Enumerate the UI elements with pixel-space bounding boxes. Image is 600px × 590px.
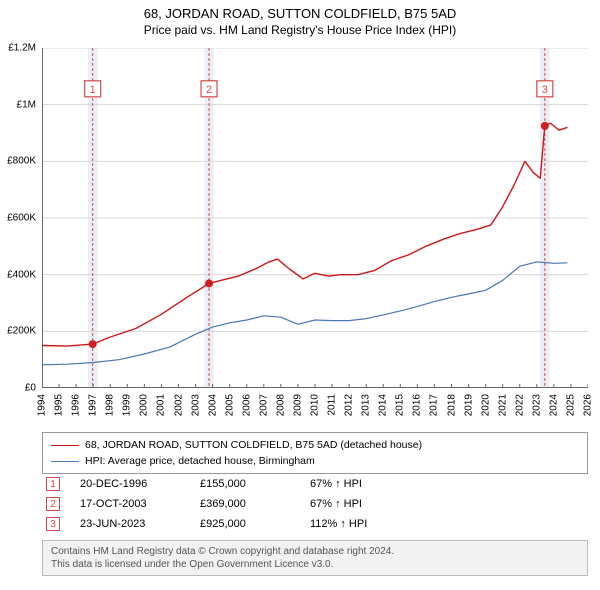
y-tick-label: £400K xyxy=(7,269,36,280)
y-tick-label: £200K xyxy=(7,326,36,337)
x-tick-label: 2001 xyxy=(156,394,167,416)
x-tick-label: 1997 xyxy=(88,394,99,416)
marker-date: 20-DEC-1996 xyxy=(60,478,200,490)
legend-swatch-hpi xyxy=(51,461,79,462)
legend: 68, JORDAN ROAD, SUTTON COLDFIELD, B75 5… xyxy=(42,432,588,474)
marker-price: £925,000 xyxy=(200,518,310,530)
chart-svg: 1 2 3 xyxy=(42,48,588,388)
x-tick-label: 2009 xyxy=(292,394,303,416)
marker-table-row: 217-OCT-2003£369,00067% ↑ HPI xyxy=(42,494,588,514)
x-tick-label: 2024 xyxy=(548,394,559,416)
footer-attribution: Contains HM Land Registry data © Crown c… xyxy=(42,540,588,576)
x-tick-label: 2016 xyxy=(412,394,423,416)
x-tick-label: 2018 xyxy=(446,394,457,416)
x-tick-label: 2010 xyxy=(310,394,321,416)
x-tick-label: 2012 xyxy=(344,394,355,416)
x-tick-label: 2008 xyxy=(275,394,286,416)
svg-text:2: 2 xyxy=(206,84,212,96)
x-axis-labels: 1994199519961997199819992000200120022003… xyxy=(42,390,588,430)
x-tick-label: 2002 xyxy=(173,394,184,416)
legend-label-property: 68, JORDAN ROAD, SUTTON COLDFIELD, B75 5… xyxy=(85,439,422,451)
x-tick-label: 2023 xyxy=(531,394,542,416)
marker-pct: 67% ↑ HPI xyxy=(310,498,430,510)
chart-title-address: 68, JORDAN ROAD, SUTTON COLDFIELD, B75 5… xyxy=(0,6,600,21)
x-tick-label: 2014 xyxy=(378,394,389,416)
legend-row-hpi: HPI: Average price, detached house, Birm… xyxy=(51,453,579,469)
y-tick-label: £0 xyxy=(25,383,36,394)
marker-table-row: 323-JUN-2023£925,000112% ↑ HPI xyxy=(42,514,588,534)
marker-date: 23-JUN-2023 xyxy=(60,518,200,530)
x-tick-label: 2017 xyxy=(429,394,440,416)
x-tick-label: 1994 xyxy=(37,394,48,416)
legend-row-property: 68, JORDAN ROAD, SUTTON COLDFIELD, B75 5… xyxy=(51,437,579,453)
x-tick-label: 2005 xyxy=(224,394,235,416)
marker-badge: 3 xyxy=(46,517,60,531)
x-tick-label: 2006 xyxy=(241,394,252,416)
svg-text:3: 3 xyxy=(542,84,548,96)
x-tick-label: 2013 xyxy=(361,394,372,416)
marker-price: £155,000 xyxy=(200,478,310,490)
marker-table: 120-DEC-1996£155,00067% ↑ HPI217-OCT-200… xyxy=(42,474,588,534)
chart-subtitle: Price paid vs. HM Land Registry's House … xyxy=(0,23,600,37)
title-block: 68, JORDAN ROAD, SUTTON COLDFIELD, B75 5… xyxy=(0,0,600,37)
y-tick-label: £600K xyxy=(7,213,36,224)
x-tick-label: 2000 xyxy=(139,394,150,416)
chart-container: 68, JORDAN ROAD, SUTTON COLDFIELD, B75 5… xyxy=(0,0,600,590)
x-tick-label: 2007 xyxy=(258,394,269,416)
legend-swatch-property xyxy=(51,445,79,446)
x-tick-label: 2004 xyxy=(207,394,218,416)
y-tick-label: £1.2M xyxy=(8,43,36,54)
marker-pct: 112% ↑ HPI xyxy=(310,518,430,530)
x-tick-label: 2019 xyxy=(463,394,474,416)
marker-table-row: 120-DEC-1996£155,00067% ↑ HPI xyxy=(42,474,588,494)
marker-badge: 1 xyxy=(46,477,60,491)
x-tick-label: 1995 xyxy=(54,394,65,416)
marker-badge: 2 xyxy=(46,497,60,511)
y-axis-labels: £0£200K£400K£600K£800K£1M£1.2M xyxy=(0,48,40,388)
x-tick-label: 1998 xyxy=(105,394,116,416)
x-tick-label: 1996 xyxy=(71,394,82,416)
x-tick-label: 2026 xyxy=(583,394,594,416)
marker-price: £369,000 xyxy=(200,498,310,510)
x-tick-label: 2025 xyxy=(565,394,576,416)
legend-label-hpi: HPI: Average price, detached house, Birm… xyxy=(85,455,315,467)
x-tick-label: 2020 xyxy=(480,394,491,416)
x-tick-label: 2015 xyxy=(395,394,406,416)
svg-text:1: 1 xyxy=(90,84,96,96)
x-tick-label: 2022 xyxy=(514,394,525,416)
x-tick-label: 2003 xyxy=(190,394,201,416)
x-tick-label: 1999 xyxy=(122,394,133,416)
chart-plot-area: 1 2 3 xyxy=(42,48,588,388)
footer-line1: Contains HM Land Registry data © Crown c… xyxy=(51,545,579,558)
x-tick-label: 2021 xyxy=(497,394,508,416)
footer-line2: This data is licensed under the Open Gov… xyxy=(51,558,579,571)
marker-date: 17-OCT-2003 xyxy=(60,498,200,510)
y-tick-label: £800K xyxy=(7,156,36,167)
marker-pct: 67% ↑ HPI xyxy=(310,478,430,490)
x-tick-label: 2011 xyxy=(327,394,338,416)
y-tick-label: £1M xyxy=(17,99,36,110)
